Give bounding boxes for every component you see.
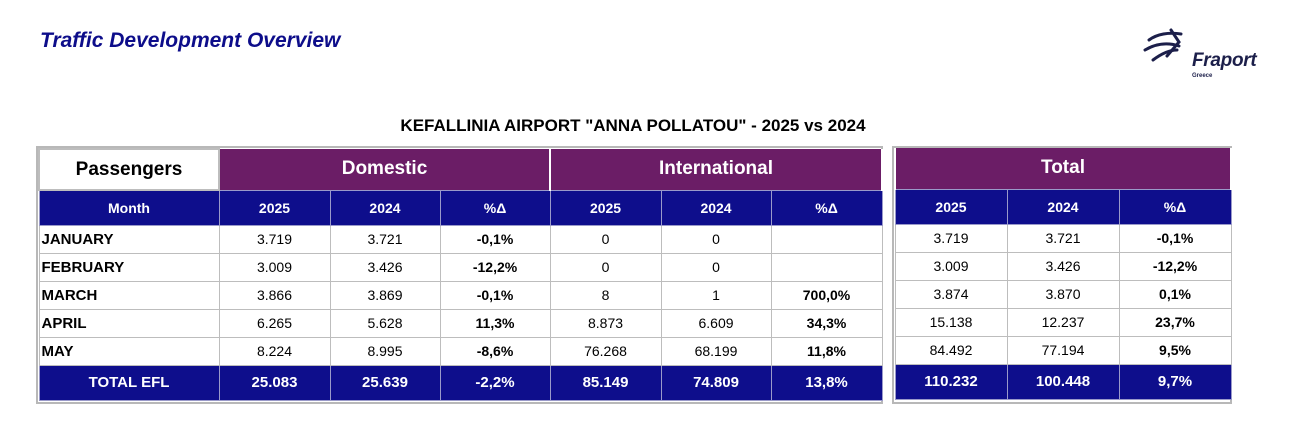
table-cell: 3.721 [1006,223,1120,253]
right-table-frame [892,146,1232,404]
table-cell: 700,0% [770,280,883,310]
column-header: 2024 [329,189,441,226]
traffic-table-left: Passengers Domestic International Month … [38,148,884,401]
fraport-swoosh-icon [1143,28,1183,62]
total-row: 110.232 100.448 9,7% [894,363,1232,400]
table-cell [770,252,883,282]
table-cell: 0 [660,224,772,254]
column-header: 2024 [660,189,772,226]
table-cell: 6.609 [660,308,772,338]
total-header: Total [894,148,1232,189]
table-cell: 8.995 [329,336,441,366]
international-header: International [549,149,884,190]
table-row: 15.138 12.237 23,7% [894,307,1232,337]
table-cell: 0 [549,224,662,254]
table-cell: -0,1% [439,224,551,254]
table-cell: 15.138 [894,307,1008,337]
report-title: KEFALLINIA AIRPORT "ANNA POLLATOU" - 202… [400,116,866,135]
logo-wordmark: Fraport [1192,50,1257,71]
month-cell: MARCH [38,280,220,310]
table-row: 3.874 3.870 0,1% [894,279,1232,309]
table-cell: 3.009 [218,252,331,282]
column-header: 2025 [218,189,331,226]
month-cell: MAY [38,336,220,366]
total-cell: 85.149 [549,364,662,401]
total-row: TOTAL EFL 25.083 25.639 -2,2% 85.149 74.… [38,364,883,401]
month-column-header: Month [38,189,220,226]
table-cell: 8 [549,280,662,310]
table-cell: 5.628 [329,308,441,338]
column-header: 2025 [549,189,662,226]
column-header: %Δ [1118,188,1232,225]
table-row: JANUARY 3.719 3.721 -0,1% 0 0 [38,224,883,254]
table-cell: 3.719 [894,223,1008,253]
table-row: 3.009 3.426 -12,2% [894,251,1232,281]
table-cell: 3.009 [894,251,1008,281]
column-header: 2024 [1006,188,1120,225]
table-cell: 23,7% [1118,307,1232,337]
table-cell: 3.426 [1006,251,1120,281]
table-cell: 9,5% [1118,335,1232,365]
table-row: MARCH 3.866 3.869 -0,1% 8 1 700,0% [38,280,883,310]
column-header: 2025 [894,188,1008,225]
table-cell: 68.199 [660,336,772,366]
table-cell: 84.492 [894,335,1008,365]
table-cell [770,224,883,254]
table-cell: 11,3% [439,308,551,338]
table-cell: -12,2% [439,252,551,282]
table-cell: 3.874 [894,279,1008,309]
logo-subtitle: Greece [1192,73,1213,79]
table-cell: 0 [549,252,662,282]
table-cell: 0,1% [1118,279,1232,309]
table-cell: -8,6% [439,336,551,366]
total-cell: 9,7% [1118,363,1232,400]
table-cell: -0,1% [439,280,551,310]
total-cell: 25.639 [329,364,441,401]
table-cell: -0,1% [1118,223,1232,253]
table-cell: 34,3% [770,308,883,338]
total-label: TOTAL EFL [38,364,220,401]
column-header: %Δ [439,189,551,226]
table-cell: 3.721 [329,224,441,254]
table-cell: 76.268 [549,336,662,366]
table-row: 84.492 77.194 9,5% [894,335,1232,365]
table-cell: 3.870 [1006,279,1120,309]
total-cell: 25.083 [218,364,331,401]
total-cell: 74.809 [660,364,772,401]
table-cell: -12,2% [1118,251,1232,281]
total-cell: 110.232 [894,363,1008,400]
table-row: APRIL 6.265 5.628 11,3% 8.873 6.609 34,3… [38,308,883,338]
traffic-table-total: Total 2025 2024 %Δ 3.719 3.721 -0,1% 3.0… [894,148,1232,400]
table-cell: 1 [660,280,772,310]
table-row: MAY 8.224 8.995 -8,6% 76.268 68.199 11,8… [38,336,883,366]
fraport-logo: Fraport Greece [1141,22,1266,88]
domestic-header: Domestic [217,149,552,190]
table-cell: 6.265 [218,308,331,338]
table-cell: 3.719 [218,224,331,254]
table-cell: 8.224 [218,336,331,366]
table-cell: 8.873 [549,308,662,338]
table-cell: 3.866 [218,280,331,310]
table-cell: 0 [660,252,772,282]
month-cell: FEBRUARY [38,252,220,282]
table-cell: 3.869 [329,280,441,310]
total-cell: -2,2% [439,364,551,401]
passengers-label: Passengers [38,148,220,191]
page-title: Traffic Development Overview [40,29,341,52]
table-row: FEBRUARY 3.009 3.426 -12,2% 0 0 [38,252,883,282]
total-cell: 13,8% [770,364,883,401]
month-cell: JANUARY [38,224,220,254]
table-cell: 77.194 [1006,335,1120,365]
table-cell: 3.426 [329,252,441,282]
total-cell: 100.448 [1006,363,1120,400]
month-cell: APRIL [38,308,220,338]
column-header: %Δ [770,189,883,226]
table-cell: 12.237 [1006,307,1120,337]
table-cell: 11,8% [770,336,883,366]
table-row: 3.719 3.721 -0,1% [894,223,1232,253]
